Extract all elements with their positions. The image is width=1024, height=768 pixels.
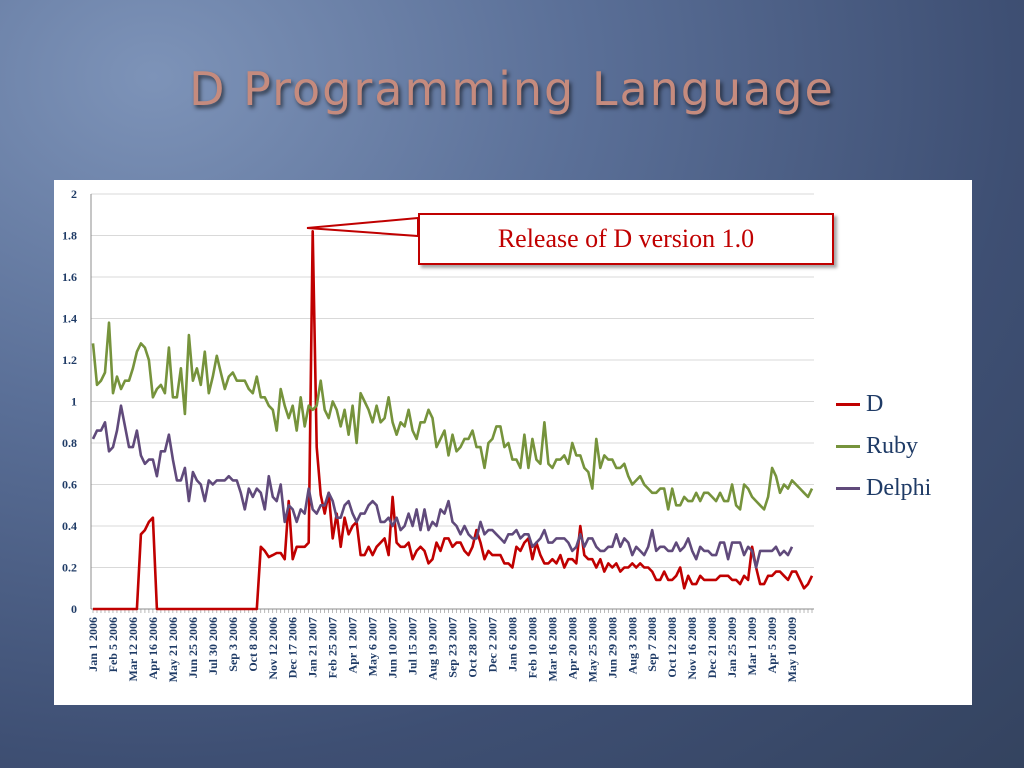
y-tick-label: 0: [71, 602, 77, 616]
y-tick-label: 1.2: [62, 353, 77, 367]
x-tick-label: Oct 12 2008: [665, 617, 679, 678]
y-tick-label: 1.8: [62, 229, 77, 243]
x-tick-label: Aug 3 2008: [625, 617, 639, 674]
legend-label-ruby: Ruby: [866, 432, 919, 459]
x-tick-label: Dec 21 2008: [705, 617, 719, 678]
series-line-ruby: [91, 321, 814, 511]
slide-title: D Programming Language: [189, 62, 835, 116]
x-tick-label: Apr 1 2007: [346, 617, 360, 673]
x-tick-label: Jul 30 2006: [206, 617, 220, 675]
x-tick-label: Sep 23 2007: [446, 617, 460, 678]
annotation-pointer: [306, 216, 419, 238]
x-tick-label: Oct 8 2006: [246, 617, 260, 672]
callout-pointer: [306, 216, 419, 238]
x-tick-label: Oct 28 2007: [465, 617, 479, 678]
legend-item-d: D: [836, 383, 931, 425]
y-axis: 0 0.2 0.4 0.6 0.8 1 1.2 1.4 1.6 1.8 2: [62, 187, 92, 616]
x-tick-label: Feb 5 2006: [106, 617, 120, 672]
legend-label-d: D: [866, 390, 884, 417]
x-tick-label: Jan 25 2009: [725, 617, 739, 678]
x-tick-label: May 25 2008: [585, 617, 599, 682]
series-lines: [91, 229, 814, 611]
y-tick-label: 1.4: [62, 312, 77, 326]
x-tick-label: Mar 1 2009: [745, 617, 759, 675]
x-tick-label: Mar 12 2006: [126, 617, 140, 681]
x-tick-label: Jan 1 2006: [86, 617, 100, 672]
x-tick-label: May 21 2006: [166, 617, 180, 682]
x-tick-label: Aug 19 2007: [426, 617, 440, 680]
y-tick-label: 0.2: [62, 561, 77, 575]
x-tick-label: Apr 5 2009: [765, 617, 779, 673]
x-tick-label: Nov 12 2006: [266, 617, 280, 680]
y-tick-label: 0.6: [62, 478, 77, 492]
legend-item-delphi: Delphi: [836, 467, 931, 509]
x-tick-label: Mar 16 2008: [545, 617, 559, 681]
y-tick-label: 0.8: [62, 436, 77, 450]
x-tick-label: Feb 10 2008: [525, 617, 539, 678]
release-annotation: Release of D version 1.0: [418, 213, 834, 265]
x-tick-label: Dec 2 2007: [485, 617, 499, 672]
legend-swatch-delphi: [836, 486, 860, 490]
x-tick-label: Jun 29 2008: [605, 617, 619, 678]
legend-item-ruby: Ruby: [836, 425, 931, 467]
x-tick-label: Nov 16 2008: [685, 617, 699, 680]
x-tick-label: Jun 25 2006: [186, 617, 200, 678]
x-tick-label: Jun 10 2007: [386, 617, 400, 678]
series-line-d: [93, 229, 814, 611]
legend-swatch-d: [836, 402, 860, 406]
x-tick-label: Sep 7 2008: [645, 617, 659, 672]
series-line-delphi: [91, 404, 794, 569]
legend-swatch-ruby: [836, 444, 860, 448]
x-tick-label: Feb 25 2007: [326, 617, 340, 678]
legend: D Ruby Delphi: [836, 383, 931, 509]
x-tick-label: Jan 21 2007: [306, 617, 320, 678]
x-tick-label: Jan 6 2008: [505, 617, 519, 672]
x-tick-label: May 10 2009: [785, 617, 799, 682]
x-axis: Jan 1 2006 Feb 5 2006 Mar 12 2006 Apr 16 20…: [86, 609, 813, 682]
x-tick-label: Apr 16 2006: [146, 617, 160, 679]
x-tick-label: May 6 2007: [366, 617, 380, 676]
y-tick-label: 0.4: [62, 519, 77, 533]
x-tick-label: Sep 3 2006: [226, 617, 240, 672]
x-tick-label: Apr 20 2008: [565, 617, 579, 679]
y-tick-label: 2: [71, 187, 77, 201]
y-tick-label: 1: [71, 395, 77, 409]
y-tick-label: 1.6: [62, 270, 77, 284]
legend-label-delphi: Delphi: [866, 474, 932, 501]
x-tick-label: Jul 15 2007: [406, 617, 420, 675]
x-tick-label: Dec 17 2006: [286, 617, 300, 678]
